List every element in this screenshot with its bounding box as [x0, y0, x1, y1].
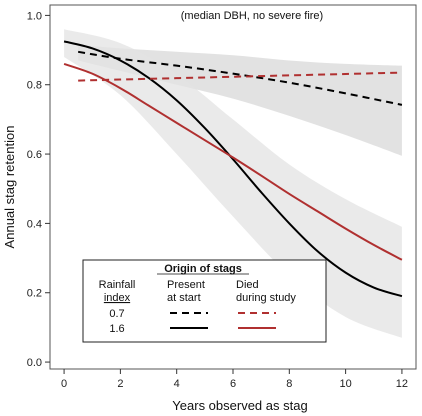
legend-header-present-line1: Present	[167, 279, 205, 291]
legend-row-label-0: 0.7	[109, 308, 124, 320]
series-line-present-at-start-0.7	[77, 50, 403, 106]
y-tick-label-3: 0.6	[27, 149, 42, 161]
x-tick-label-5: 10	[339, 378, 351, 390]
y-tick-label-2: 0.4	[27, 218, 42, 230]
x-axis-title: Years observed as stag	[172, 398, 307, 413]
x-tick-label-4: 8	[286, 378, 292, 390]
legend-header-died-line1: Died	[236, 279, 259, 291]
legend-header-present-line2: at start	[167, 292, 201, 304]
x-tick-label-6: 12	[396, 378, 408, 390]
x-tick-label-2: 4	[174, 378, 180, 390]
x-tick-label-1: 2	[117, 378, 123, 390]
plot-annotation: (median DBH, no severe fire)	[181, 10, 323, 22]
series-line-present-at-start-1.6	[63, 40, 403, 298]
series-line-died-during-study-1.6	[63, 62, 403, 261]
series-line-died-during-study-0.7	[78, 71, 402, 82]
legend: Origin of stags Rainfall index Present a…	[82, 259, 327, 343]
x-axis: 0 2 4 6 8 10 12	[61, 369, 408, 390]
y-tick-label-4: 0.8	[27, 80, 42, 92]
y-tick-label-5: 1.0	[27, 10, 42, 22]
y-axis-title: Annual stag retention	[2, 126, 17, 249]
series-lines	[63, 40, 403, 298]
legend-title: Origin of stags	[164, 263, 242, 275]
y-axis: 0.0 0.2 0.4 0.6 0.8 1.0	[27, 10, 50, 369]
y-tick-label-0: 0.0	[27, 357, 42, 369]
legend-header-rainfall-line1: Rainfall	[99, 279, 136, 291]
legend-header-rainfall-line2: index	[104, 292, 131, 304]
x-tick-label-0: 0	[61, 378, 67, 390]
y-tick-label-1: 0.2	[27, 288, 42, 300]
legend-header-died-line2: during study	[236, 292, 296, 304]
x-tick-label-3: 6	[230, 378, 236, 390]
legend-row-label-1: 1.6	[109, 323, 124, 335]
